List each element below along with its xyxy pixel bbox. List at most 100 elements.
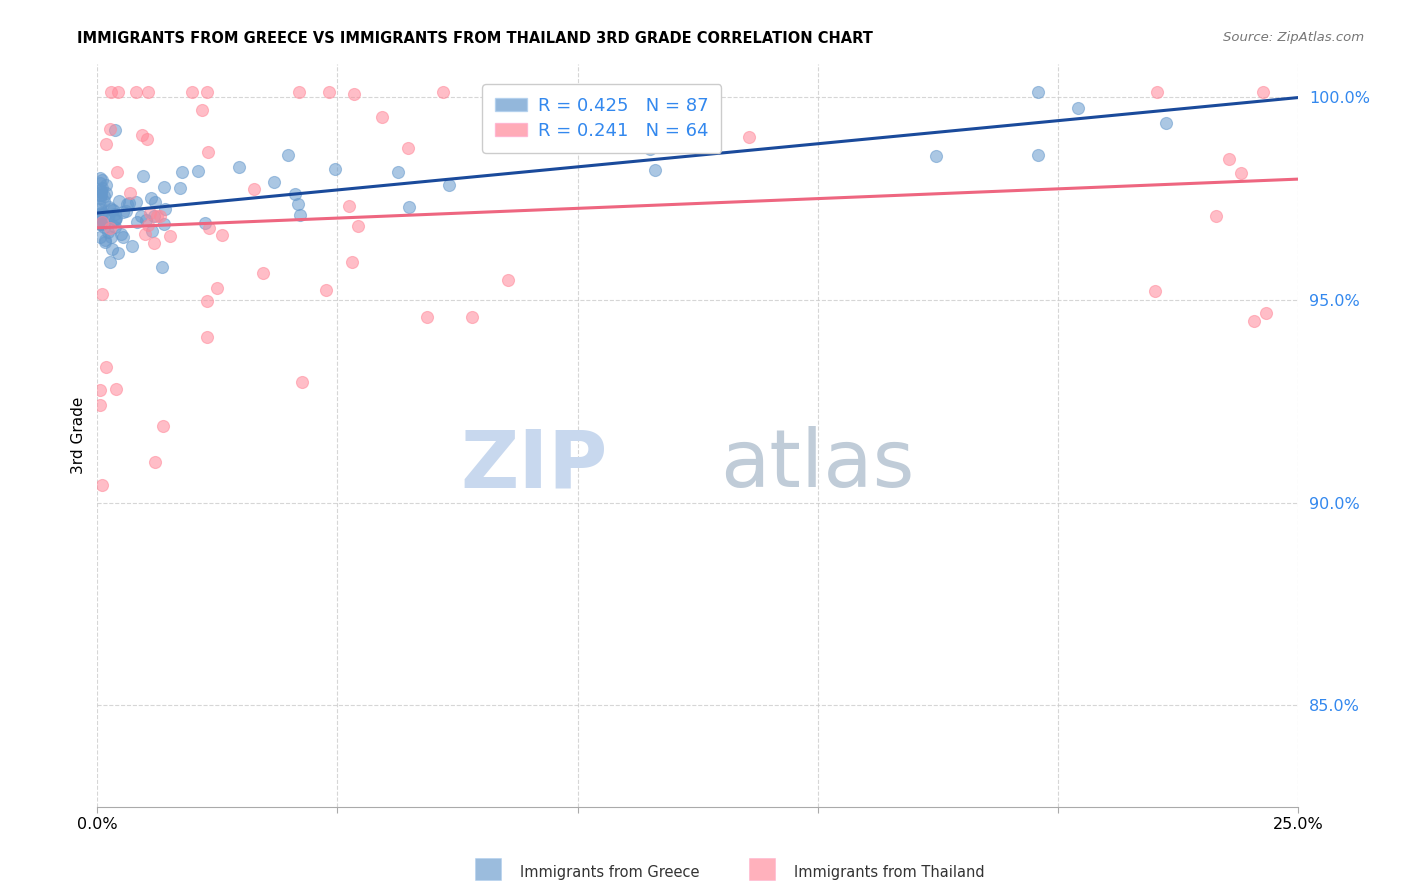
Point [195, 330, 218, 344]
Point [287, 86, 309, 100]
Point [89, 218, 111, 232]
Point [153, 217, 176, 231]
Point [91, 181, 114, 195]
Point [141, 190, 163, 204]
Point [107, 86, 129, 100]
Point [107, 246, 129, 260]
Point [696, 86, 718, 100]
Point [89, 202, 111, 216]
Point [169, 180, 191, 194]
Point [682, 86, 704, 100]
Point [191, 103, 214, 117]
Point [104, 123, 127, 137]
Point [120, 186, 142, 201]
Point [89, 214, 111, 228]
Point [94, 235, 117, 249]
Point [90, 185, 112, 199]
Bar [749, 858, 775, 880]
Point [100, 255, 122, 269]
Point [243, 182, 266, 196]
Point [387, 165, 409, 179]
Point [143, 209, 166, 223]
Bar [475, 858, 501, 880]
Point [205, 280, 228, 294]
Text: Source: ZipAtlas.com: Source: ZipAtlas.com [1223, 31, 1364, 45]
Point [323, 162, 346, 177]
Point [100, 202, 122, 216]
Point [195, 293, 218, 308]
Point [97, 211, 120, 225]
Point [135, 132, 157, 146]
Point [609, 137, 631, 152]
Y-axis label: 3rd Grade: 3rd Grade [72, 397, 86, 475]
Point [115, 196, 138, 211]
Point [287, 197, 309, 211]
Point [134, 227, 156, 241]
Point [108, 194, 131, 208]
Point [90, 207, 112, 221]
Point [252, 266, 274, 280]
Point [432, 86, 454, 100]
Point [94, 359, 117, 374]
Point [170, 165, 193, 179]
Point [291, 375, 314, 389]
Point [1243, 314, 1265, 328]
Point [127, 215, 149, 229]
Point [93, 216, 115, 230]
Text: IMMIGRANTS FROM GREECE VS IMMIGRANTS FROM THAILAND 3RD GRADE CORRELATION CHART: IMMIGRANTS FROM GREECE VS IMMIGRANTS FRO… [77, 31, 873, 46]
Point [89, 217, 111, 231]
Point [370, 110, 392, 124]
Point [347, 219, 370, 233]
Point [136, 86, 159, 100]
Point [100, 230, 122, 244]
Text: ZIP: ZIP [460, 426, 607, 504]
Point [89, 398, 111, 412]
Point [1067, 101, 1090, 115]
Point [90, 215, 112, 229]
Point [284, 186, 307, 201]
Point [89, 188, 111, 202]
Point [1205, 209, 1227, 223]
Point [263, 175, 285, 189]
Point [416, 310, 439, 325]
Point [197, 145, 219, 159]
Point [91, 207, 114, 221]
Point [98, 200, 121, 214]
Point [90, 216, 112, 230]
Point [180, 86, 202, 100]
Point [100, 86, 122, 100]
Point [90, 187, 112, 202]
Point [89, 199, 111, 213]
Point [115, 204, 138, 219]
Point [1229, 166, 1251, 180]
Point [89, 176, 111, 190]
Point [97, 226, 120, 240]
Point [194, 216, 217, 230]
Point [153, 202, 176, 217]
Point [1218, 153, 1240, 167]
Point [146, 209, 169, 223]
Point [98, 122, 121, 136]
Point [131, 128, 153, 143]
Point [1143, 284, 1166, 298]
Point [671, 136, 693, 151]
Point [1254, 306, 1277, 320]
Point [1251, 86, 1274, 100]
Point [638, 142, 661, 156]
Point [644, 163, 666, 178]
Point [198, 221, 221, 235]
Point [90, 183, 112, 197]
Point [91, 478, 114, 492]
Point [98, 220, 121, 235]
Point [398, 200, 420, 214]
Point [111, 204, 134, 219]
Point [153, 179, 176, 194]
Point [277, 147, 299, 161]
Point [125, 195, 148, 210]
Point [111, 230, 134, 244]
Text: atlas: atlas [720, 426, 915, 504]
Point [94, 136, 117, 151]
Point [93, 194, 115, 209]
Point [104, 211, 127, 226]
Point [90, 206, 112, 220]
